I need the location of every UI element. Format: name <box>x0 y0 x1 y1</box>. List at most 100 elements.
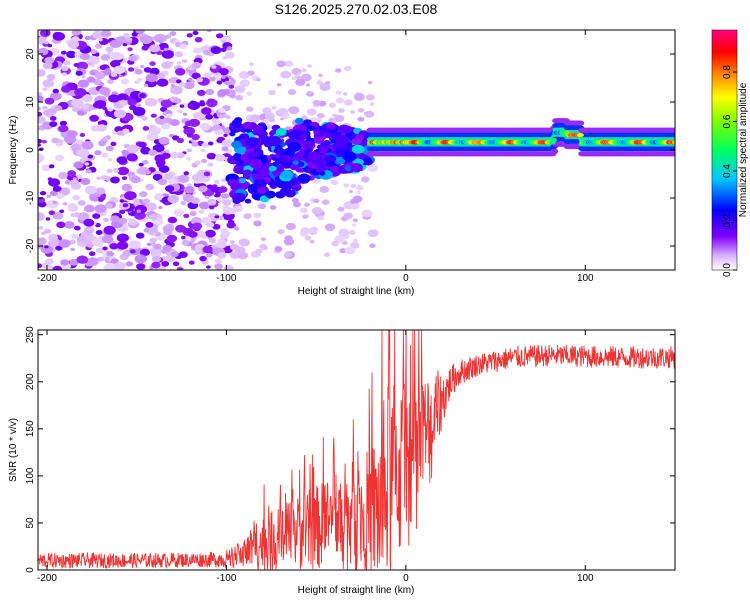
heatmap-cell <box>140 248 150 256</box>
heatmap-cell <box>145 183 155 191</box>
heatmap-cell <box>81 75 86 79</box>
heatmap-cell <box>171 105 178 109</box>
heatmap-cell <box>42 62 53 70</box>
heatmap-cell <box>142 159 149 165</box>
heatmap-cell <box>200 148 206 153</box>
heatmap-cell <box>183 126 195 136</box>
heatmap-cell <box>58 125 69 133</box>
heatmap-cell <box>140 146 151 155</box>
heatmap-x-label: Height of straight line (km) <box>298 286 415 297</box>
heatmap-cell <box>182 112 188 116</box>
heatmap-cell <box>138 93 147 99</box>
heatmap-cell <box>38 197 46 203</box>
heatmap-cell <box>127 67 135 72</box>
heatmap-cell <box>39 30 51 37</box>
heatmap-cell <box>335 90 342 95</box>
heatmap-cell <box>143 67 152 73</box>
heatmap-cell <box>203 49 212 56</box>
heatmap-cell <box>149 81 155 86</box>
heatmap-cell <box>307 151 321 161</box>
heatmap-cell <box>110 72 118 77</box>
heatmap-cell <box>191 133 200 141</box>
heatmap-cell <box>149 237 157 243</box>
heatmap-cell <box>295 78 306 86</box>
heatmap-cell <box>165 254 176 263</box>
heatmap-cell <box>110 176 120 184</box>
heatmap-cell <box>285 222 296 231</box>
heatmap-cell <box>304 235 312 241</box>
heatmap-cell <box>77 200 86 206</box>
heatmap-cell <box>334 235 346 243</box>
heatmap-cell <box>106 251 114 257</box>
heatmap-cell <box>195 248 200 253</box>
heatmap-cell <box>191 61 202 69</box>
heatmap-cell <box>168 178 177 185</box>
heatmap-cell <box>216 240 227 249</box>
heatmap-cell <box>258 203 266 210</box>
heatmap-cell <box>350 183 357 189</box>
heatmap-cell <box>671 140 675 145</box>
heatmap-cell <box>42 105 48 110</box>
heatmap-cell <box>182 59 188 63</box>
heatmap-cell <box>110 215 120 223</box>
heatmap-cell <box>245 137 260 148</box>
heatmap-cell <box>89 251 96 256</box>
heatmap-cell <box>92 213 101 220</box>
heatmap-cell <box>352 238 358 243</box>
heatmap-cell <box>134 80 140 85</box>
heatmap-cell <box>149 44 161 53</box>
heatmap-cell <box>277 108 289 116</box>
heatmap-cell <box>136 209 142 213</box>
heatmap-cell <box>289 163 299 171</box>
heatmap-cell <box>186 148 192 153</box>
heatmap-cell <box>367 80 373 85</box>
heatmap-y-label: Frequency (Hz) <box>8 116 19 185</box>
colorbar-label: Normalized spectral amplitude <box>738 82 749 217</box>
heatmap-cell <box>155 159 166 167</box>
heatmap-cell <box>318 147 328 154</box>
heatmap-cell <box>365 94 375 101</box>
heatmap-cell <box>318 73 323 77</box>
heatmap-cell <box>137 77 143 82</box>
heatmap-cell <box>344 246 356 255</box>
colorbar-ticks: 0.0 0.2 0.4 0.6 0.8 <box>722 65 737 277</box>
heatmap-cell <box>181 240 190 246</box>
heatmap-cell <box>188 231 198 238</box>
heatmap-cell <box>310 117 319 124</box>
heatmap-cell <box>66 130 77 138</box>
heatmap-cell <box>74 88 87 97</box>
heatmap-cell <box>46 194 51 198</box>
heatmap-cell <box>71 30 82 36</box>
heatmap-cell <box>275 164 285 171</box>
heatmap-cell <box>172 261 180 267</box>
heatmap-cell <box>260 237 266 241</box>
heatmap-cell <box>79 133 86 137</box>
heatmap-cell <box>135 30 145 34</box>
heatmap-cell <box>231 120 242 128</box>
heatmap-cell <box>48 210 56 216</box>
heatmap-cell <box>293 201 301 208</box>
heatmap-cell <box>307 64 312 68</box>
heatmap-cell <box>210 46 222 54</box>
heatmap-cell <box>292 160 299 165</box>
heatmap-cell <box>212 119 221 126</box>
heatmap-cell <box>146 242 152 247</box>
heatmap-cell <box>330 179 339 186</box>
heatmap-cell <box>302 214 308 219</box>
heatmap-cell <box>121 183 133 192</box>
heatmap-cell <box>101 235 114 244</box>
heatmap-cell <box>367 229 379 238</box>
heatmap-cell <box>52 88 59 94</box>
heatmap-cell <box>158 40 163 44</box>
heatmap-cell <box>101 152 109 158</box>
heatmap-cell <box>38 153 45 163</box>
heatmap-cell <box>324 223 336 232</box>
y-tick-label: 0 <box>25 147 36 153</box>
heatmap-cell <box>206 265 211 269</box>
heatmap-cell <box>329 165 340 173</box>
heatmap-cell <box>38 95 44 102</box>
heatmap-cell <box>204 72 212 79</box>
heatmap-cell <box>107 158 113 162</box>
heatmap-cell <box>38 263 43 269</box>
heatmap-cell <box>335 97 345 104</box>
